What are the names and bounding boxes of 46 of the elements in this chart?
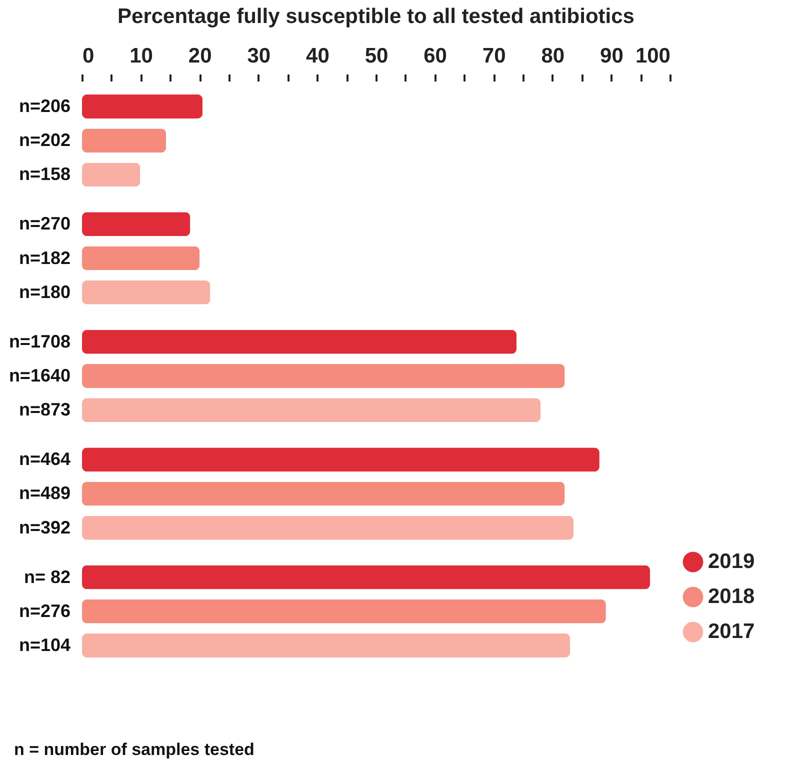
legend-label: 2019: [708, 550, 755, 573]
bar: [82, 482, 565, 506]
bar: [82, 94, 203, 118]
y-tick-label: n=270: [18, 214, 70, 234]
y-tick-label: n=1708: [8, 331, 70, 352]
y-tick-label: n=464: [18, 449, 70, 470]
x-tick-label: 100: [635, 44, 670, 68]
x-tick-label: 10: [130, 44, 153, 68]
legend-label: 2017: [708, 620, 755, 643]
x-tick-label: 60: [424, 44, 447, 68]
y-tick-label: n=104: [18, 635, 70, 656]
x-tick-label: 90: [600, 44, 624, 68]
y-tick-label: n=392: [18, 517, 70, 538]
x-tick-label: 20: [188, 44, 212, 68]
y-tick-label: n=206: [18, 96, 70, 116]
bar: [82, 162, 140, 187]
bar: [82, 634, 570, 658]
bar: [82, 212, 190, 236]
chart-title: Percentage fully susceptible to all tested antibiotics: [118, 5, 634, 28]
y-tick-label: n=180: [18, 282, 70, 302]
y-tick-label: n= 82: [24, 566, 70, 587]
bar: [82, 364, 565, 388]
bar: [82, 128, 166, 153]
y-tick-label: n=158: [18, 164, 70, 184]
x-tick-label: 80: [541, 44, 565, 68]
x-tick-label: 40: [306, 44, 330, 68]
y-tick-label: n=489: [18, 483, 70, 504]
bar: [82, 280, 210, 304]
bar: [82, 330, 517, 354]
x-tick-label: 70: [482, 44, 506, 68]
legend-label: 2018: [708, 585, 756, 608]
x-tick-label: 0: [82, 44, 94, 68]
bar: [82, 448, 600, 472]
y-tick-label: n=276: [18, 600, 70, 621]
text: n = number of samples tested: [14, 740, 254, 760]
bar: [82, 516, 574, 540]
bar: [82, 246, 200, 270]
y-tick-label: n=1640: [8, 366, 70, 386]
y-tick-label: n=202: [18, 130, 70, 150]
x-tick-label: 30: [247, 44, 271, 68]
y-tick-label: n=873: [18, 400, 70, 420]
bar: [82, 599, 606, 624]
bar: [82, 398, 541, 422]
x-tick-label: 50: [364, 44, 388, 68]
y-tick-label: n=182: [18, 248, 70, 268]
bar: [82, 565, 650, 590]
